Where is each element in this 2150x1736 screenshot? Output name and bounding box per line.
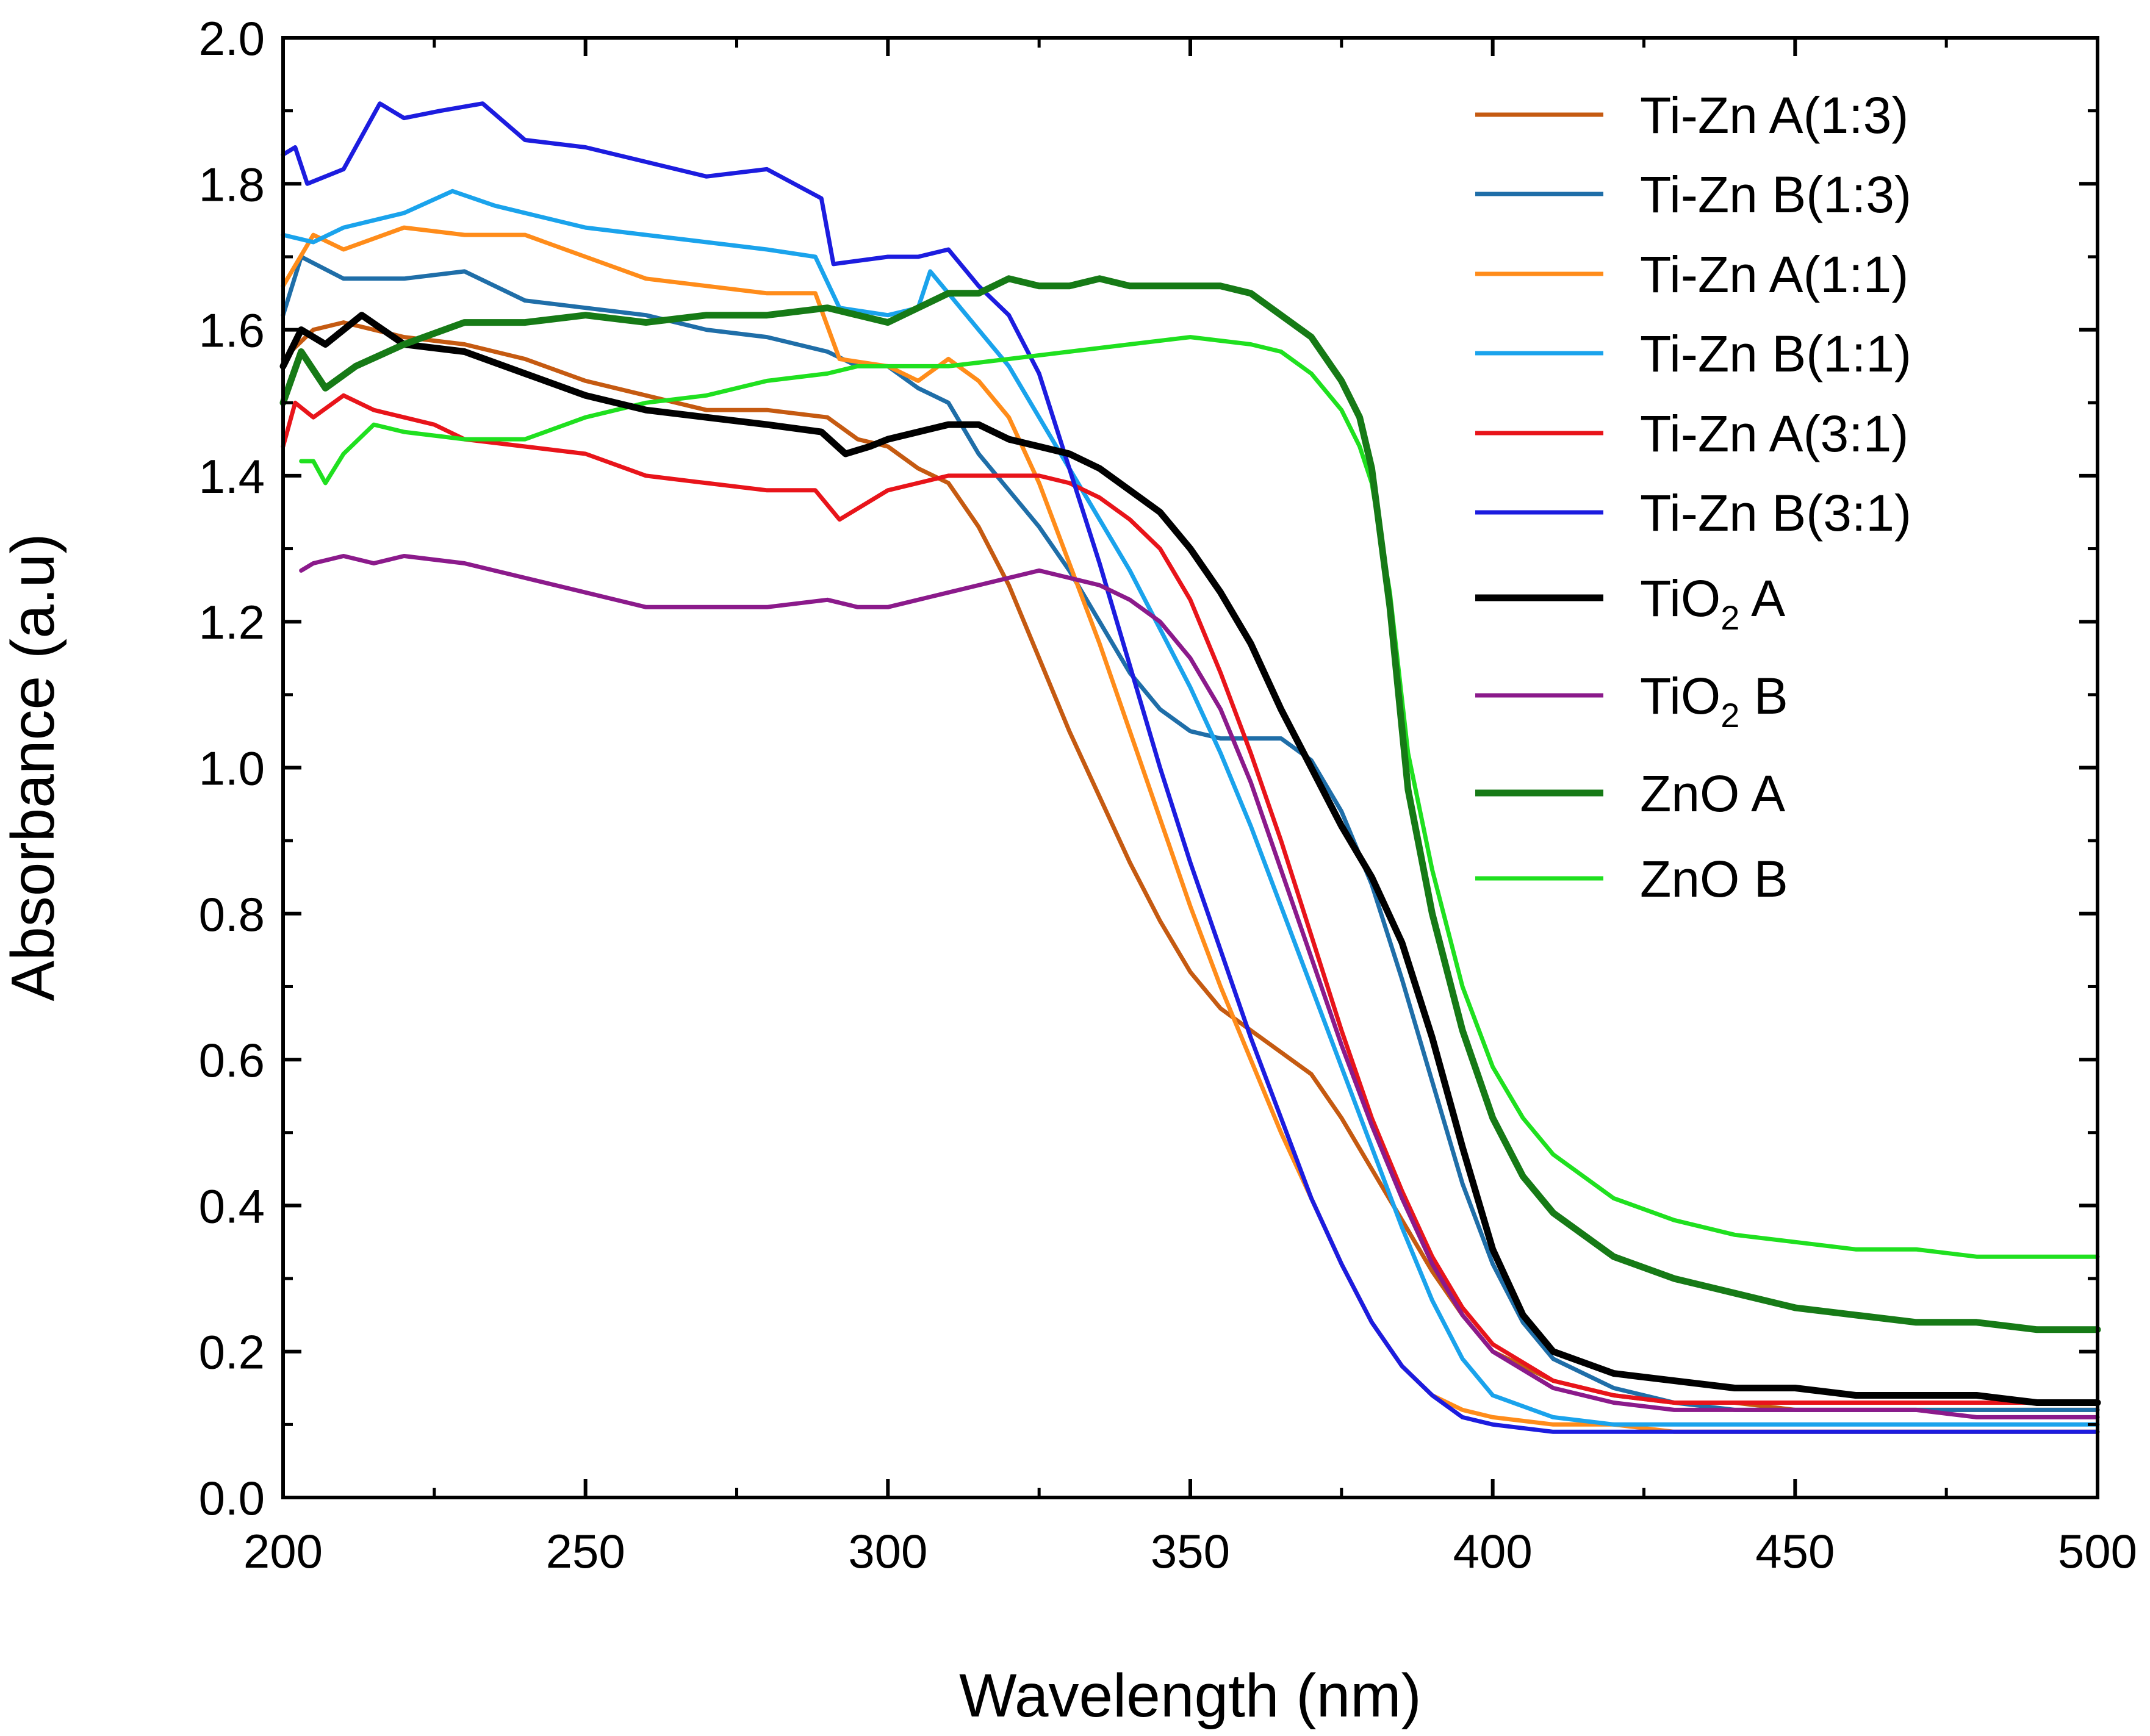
x-tick-label: 500 bbox=[2058, 1524, 2137, 1578]
x-tick-label: 300 bbox=[848, 1524, 927, 1578]
legend-label: Ti-Zn A(1:3) bbox=[1640, 87, 1908, 144]
series-line-zno-b bbox=[299, 335, 2100, 1259]
y-tick-label: 1.6 bbox=[199, 304, 265, 357]
x-tick-label: 250 bbox=[546, 1524, 625, 1578]
legend-label: ZnO B bbox=[1640, 850, 1788, 908]
y-tick-label: 1.4 bbox=[199, 450, 265, 503]
axis-ticks bbox=[281, 36, 2099, 1499]
y-tick-label: 2.0 bbox=[199, 12, 265, 65]
series-lines bbox=[279, 101, 2101, 1434]
y-tick-label: 0.6 bbox=[199, 1033, 265, 1087]
y-tick-label: 0.0 bbox=[199, 1471, 265, 1525]
legend-label: TiO2 A bbox=[1640, 570, 1785, 637]
series-line-ti-zn-a-3-1 bbox=[281, 393, 2100, 1405]
legend-label: Ti-Zn B(1:1) bbox=[1640, 325, 1911, 382]
y-tick-label: 0.2 bbox=[199, 1325, 265, 1379]
y-tick-label: 0.4 bbox=[199, 1179, 265, 1233]
x-tick-label: 450 bbox=[1755, 1524, 1835, 1578]
series-line-ti-zn-b-1-1 bbox=[281, 188, 2100, 1427]
legend-label: Ti-Zn B(3:1) bbox=[1640, 484, 1911, 542]
x-axis-title: Wavelength (nm) bbox=[959, 1662, 1422, 1730]
y-tick-label: 1.0 bbox=[199, 742, 265, 795]
x-tick-label: 200 bbox=[243, 1524, 323, 1578]
y-tick-label: 0.8 bbox=[199, 888, 265, 941]
x-tick-label: 350 bbox=[1151, 1524, 1230, 1578]
y-tick-label: 1.8 bbox=[199, 157, 265, 211]
series-line-tio2-b bbox=[299, 554, 2100, 1419]
x-tick-label: 400 bbox=[1453, 1524, 1533, 1578]
legend-label: TiO2 B bbox=[1640, 667, 1788, 734]
series-line-zno-a bbox=[279, 275, 2101, 1333]
legend-label: Ti-Zn A(1:1) bbox=[1640, 246, 1908, 303]
y-axis-title: Absorbance (a.u) bbox=[0, 533, 67, 1001]
y-tick-label: 1.2 bbox=[199, 595, 265, 649]
tick-labels: 200 250 300 350 400 450 500 0.0 0.2 0.4 0.6 0.8 1.0 1… bbox=[199, 12, 2138, 1578]
legend: Ti-Zn A(1:3) Ti-Zn B(1:3) Ti-Zn A(1:1) Ti-Z… bbox=[1475, 87, 1911, 908]
series-line-ti-zn-b-3-1 bbox=[281, 101, 2100, 1434]
legend-label: Ti-Zn A(3:1) bbox=[1640, 405, 1908, 462]
series-line-tio2-a bbox=[279, 312, 2101, 1406]
legend-label: Ti-Zn B(1:3) bbox=[1640, 166, 1911, 223]
legend-label: ZnO A bbox=[1640, 765, 1785, 822]
